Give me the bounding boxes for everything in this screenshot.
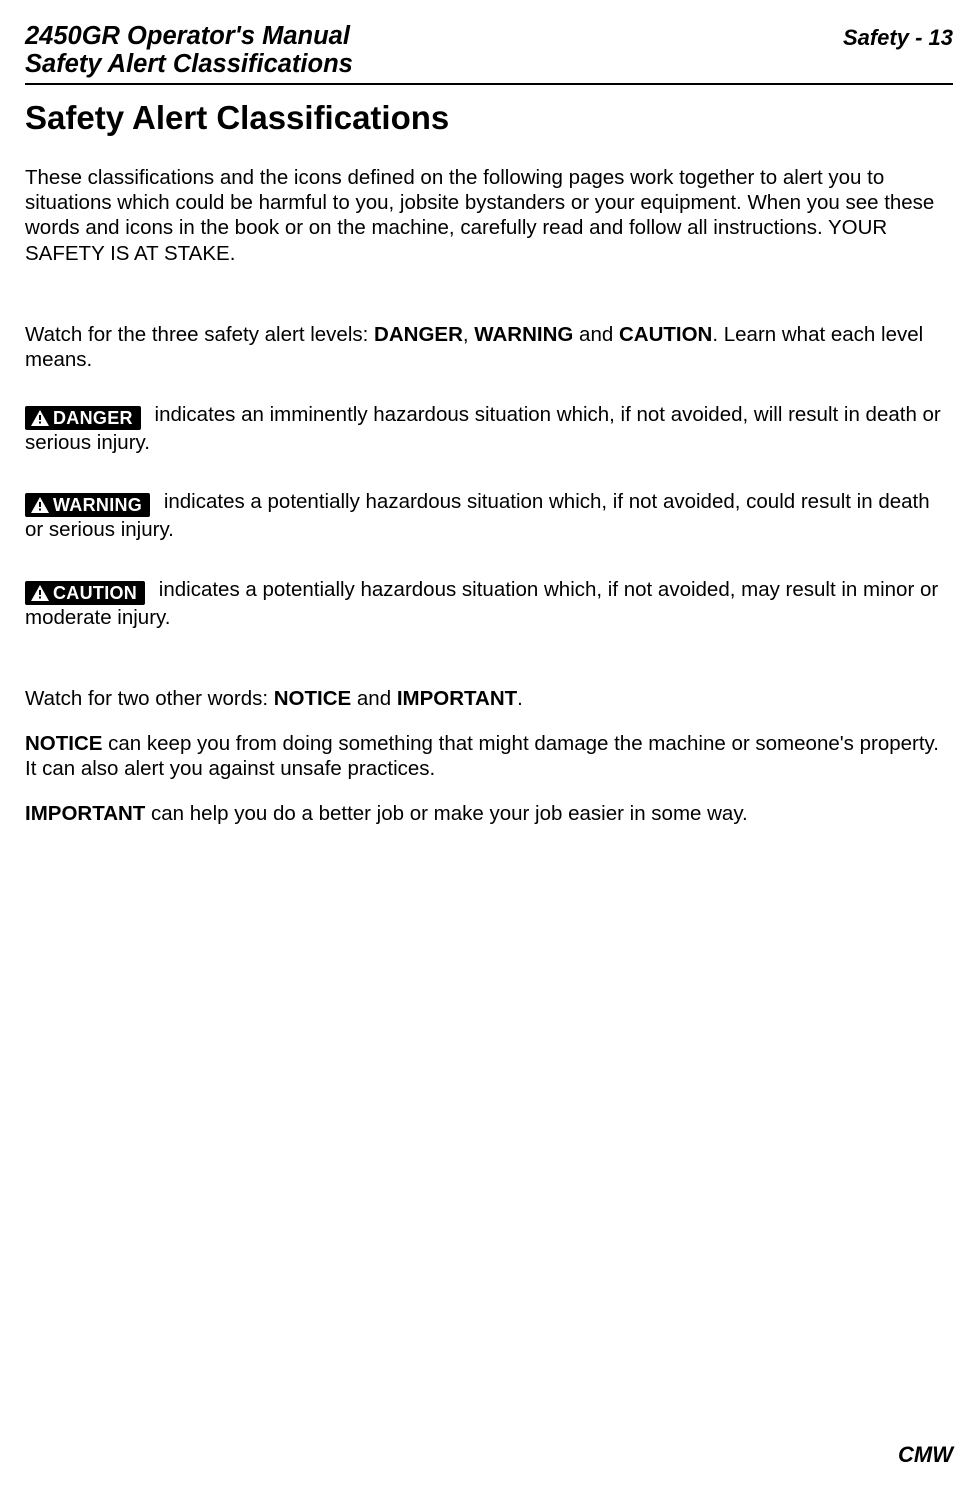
levels-sep2: and [573,323,619,346]
alert-triangle-icon [31,497,49,513]
important-description: can help you do a better job or make you… [145,802,747,825]
page: 2450GR Operator's Manual Safety - 13 Saf… [0,0,975,1490]
important-paragraph: IMPORTANT can help you do a better job o… [25,801,953,826]
page-title: Safety Alert Classifications [25,99,953,137]
caution-label-box: CAUTION [25,581,145,605]
levels-word-caution: CAUTION [619,323,712,346]
header-subtitle: Safety Alert Classifications [25,50,953,79]
levels-word-warning: WARNING [474,323,573,346]
footer-code: CMW [898,1442,953,1468]
other-word-notice: NOTICE [274,687,351,710]
warning-description: indicates a potentially hazardous situat… [25,490,930,541]
levels-intro-pre: Watch for the three safety alert levels: [25,323,374,346]
levels-intro: Watch for the three safety alert levels:… [25,322,953,372]
page-header: 2450GR Operator's Manual Safety - 13 [25,22,953,51]
other-words-intro: Watch for two other words: NOTICE and IM… [25,686,953,711]
danger-paragraph: DANGER indicates an imminently hazardous… [25,402,953,455]
notice-label: NOTICE [25,732,102,755]
danger-label-text: DANGER [53,407,133,429]
caution-paragraph: CAUTION indicates a potentially hazardou… [25,577,953,630]
alert-triangle-icon [31,410,49,426]
caution-description: indicates a potentially hazardous situat… [25,578,938,629]
other-pre: Watch for two other words: [25,687,274,710]
caution-label-text: CAUTION [53,582,137,604]
warning-label-text: WARNING [53,494,142,516]
important-label: IMPORTANT [25,802,145,825]
levels-sep1: , [463,323,474,346]
other-post: . [517,687,523,710]
danger-description: indicates an imminently hazardous situat… [25,403,941,454]
header-rule [25,83,953,85]
warning-label-box: WARNING [25,493,150,517]
notice-paragraph: NOTICE can keep you from doing something… [25,731,953,781]
danger-label-box: DANGER [25,406,141,430]
other-mid: and [351,687,397,710]
header-section-page: Safety - 13 [843,25,953,51]
header-manual-title: 2450GR Operator's Manual [25,22,350,51]
warning-paragraph: WARNING indicates a potentially hazardou… [25,489,953,542]
other-word-important: IMPORTANT [397,687,517,710]
alert-triangle-icon [31,585,49,601]
notice-description: can keep you from doing something that m… [25,732,939,780]
intro-paragraph: These classifications and the icons defi… [25,165,953,266]
levels-word-danger: DANGER [374,323,463,346]
